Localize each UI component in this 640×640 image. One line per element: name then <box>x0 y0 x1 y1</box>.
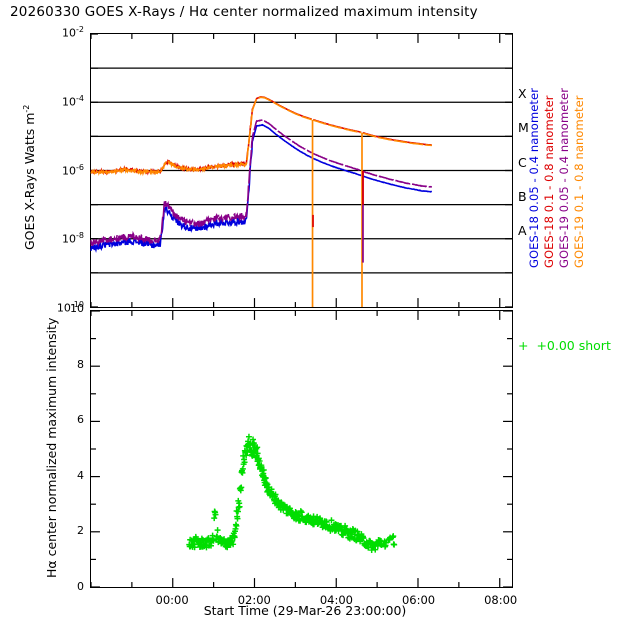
top-y-tick-label: 10-10 <box>56 300 84 315</box>
x-tick-label: 08:00 <box>484 593 518 607</box>
series-goes18-short <box>90 123 432 254</box>
flare-class-label-m: M <box>518 120 529 136</box>
x-tick-label: 00:00 <box>155 593 189 607</box>
flare-class-label-x: X <box>518 85 527 101</box>
bottom-y-tick-label: 6 <box>77 413 84 427</box>
halpha-legend: + +0.00 short <box>518 338 611 353</box>
x-tick-label: 02:00 <box>237 593 271 607</box>
goes-xray-panel <box>90 33 513 308</box>
top-y-tick-label: 10-4 <box>62 93 84 109</box>
bottom-y-tick-label: 2 <box>77 524 84 538</box>
goes-legend-entry: GOES-18 0.05 - 0.4 nanometer <box>527 87 541 268</box>
top-y-tick-label: 10-6 <box>62 162 84 178</box>
top-y-tick-label: 10-8 <box>62 231 84 246</box>
series-goes18-long <box>90 96 432 176</box>
goes-legend-entry: GOES-18 0.1 - 0.8 nanometer <box>542 95 556 268</box>
top-y-axis-label: GOES X-Rays Watts m-2 <box>22 105 37 250</box>
halpha-plot-area <box>90 310 512 588</box>
x-tick-label: 06:00 <box>401 593 436 607</box>
bottom-y-tick-label: 8 <box>77 357 84 371</box>
bottom-y-tick-label: 10 <box>70 302 84 315</box>
goes-legend-entry: GOES-19 0.1 - 0.8 nanometer <box>572 95 586 268</box>
page-title: 20260330 GOES X-Rays / Hα center normali… <box>10 4 478 20</box>
bottom-y-tick-label: 0 <box>77 580 84 593</box>
bottom-y-tick-label: 4 <box>77 468 84 482</box>
x-axis-label: Start Time (29-Mar-26 23:00:00) <box>203 603 407 618</box>
flare-class-label-a: A <box>518 223 527 239</box>
halpha-legend-marker: + <box>518 338 529 353</box>
halpha-legend-label: +0.00 short <box>536 338 611 353</box>
goes-legend-entry: GOES-19 0.05 - 0.4 nanometer <box>557 87 571 268</box>
x-tick-label: 04:00 <box>319 593 353 607</box>
halpha-panel <box>90 310 513 588</box>
halpha-scatter-points <box>186 433 398 554</box>
series-goes19-short <box>90 119 432 248</box>
top-y-axis-label-text: GOES X-Rays Watts m <box>22 112 38 250</box>
flare-class-label-b: B <box>518 188 527 204</box>
goes-xray-plot-area <box>90 33 512 308</box>
top-y-tick-label: 10-2 <box>62 25 84 40</box>
flare-class-label-c: C <box>518 154 527 170</box>
series-goes19-long <box>90 96 432 177</box>
